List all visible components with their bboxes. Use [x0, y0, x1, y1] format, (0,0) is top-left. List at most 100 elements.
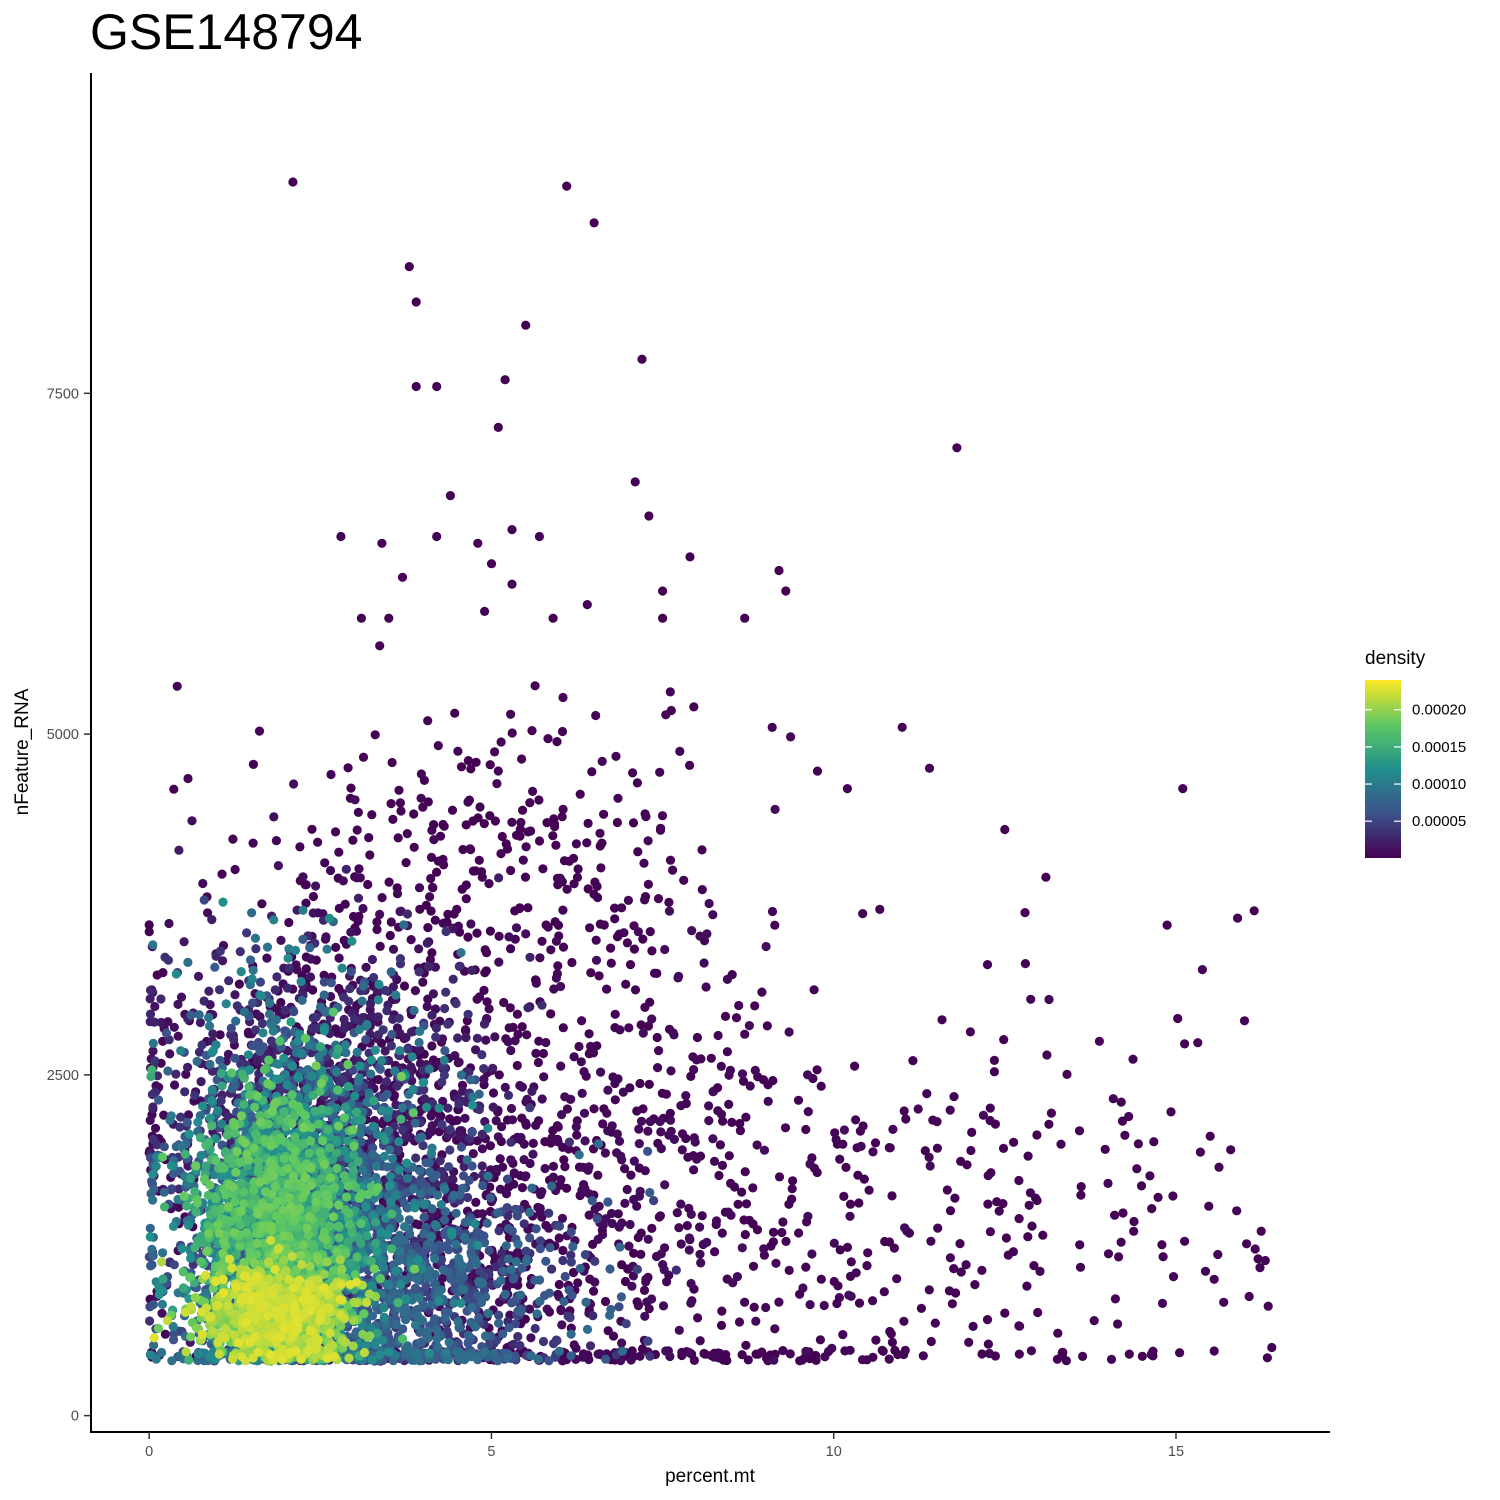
data-point: [494, 873, 504, 883]
data-point: [471, 757, 481, 767]
data-point: [381, 1077, 392, 1087]
data-point: [181, 1069, 191, 1079]
data-point: [749, 1302, 759, 1312]
data-point: [610, 1009, 620, 1019]
data-point: [280, 1005, 290, 1016]
data-point: [562, 884, 572, 894]
data-point: [472, 1033, 482, 1043]
data-point: [349, 1014, 360, 1024]
data-point: [147, 1176, 157, 1186]
data-point: [546, 945, 556, 955]
data-point: [167, 1184, 177, 1194]
data-point: [620, 1276, 631, 1287]
data-point: [645, 1116, 655, 1127]
data-point: [633, 927, 644, 937]
data-point: [145, 1009, 156, 1019]
data-point: [473, 1291, 483, 1301]
data-point: [160, 1329, 170, 1339]
data-point: [587, 767, 597, 777]
data-point: [575, 789, 585, 799]
data-point: [1100, 1144, 1110, 1154]
data-point: [414, 1037, 424, 1048]
data-point: [788, 1176, 798, 1186]
data-point: [377, 893, 387, 903]
data-point: [369, 972, 379, 983]
data-point: [547, 1264, 557, 1274]
data-point: [591, 710, 601, 721]
data-point: [341, 864, 351, 874]
data-point: [1078, 1351, 1088, 1361]
data-point: [441, 987, 451, 997]
data-point: [625, 1219, 635, 1230]
data-point: [470, 1322, 481, 1332]
data-point: [579, 1108, 590, 1118]
data-point: [916, 1303, 927, 1313]
data-point: [665, 855, 676, 865]
data-point: [255, 977, 265, 987]
data-point: [565, 1313, 575, 1323]
data-point: [558, 804, 568, 815]
data-point: [1205, 1131, 1215, 1141]
data-point: [556, 1175, 566, 1185]
data-point: [364, 833, 374, 843]
data-point: [356, 613, 366, 623]
data-point: [737, 1243, 747, 1253]
data-point: [640, 1002, 650, 1013]
data-point: [440, 1207, 451, 1217]
data-point: [197, 1040, 207, 1050]
data-point: [767, 722, 777, 733]
data-point: [460, 1113, 470, 1123]
data-point: [619, 928, 629, 938]
data-point: [548, 1172, 559, 1182]
data-point: [245, 955, 256, 965]
data-point: [1110, 1210, 1120, 1220]
data-point: [396, 806, 406, 816]
data-point: [251, 944, 261, 954]
data-point: [483, 1308, 494, 1318]
data-point: [510, 1205, 521, 1215]
data-point: [352, 873, 362, 883]
data-point: [572, 872, 583, 883]
data-point: [1214, 1162, 1224, 1172]
data-point: [658, 586, 668, 596]
data-point: [215, 1030, 225, 1040]
data-point: [424, 1273, 434, 1283]
data-point: [816, 1274, 826, 1284]
data-point: [348, 835, 358, 845]
data-point: [620, 1164, 630, 1174]
data-point: [731, 1013, 742, 1023]
data-point: [373, 1012, 383, 1022]
data-point: [982, 1315, 993, 1325]
data-point: [741, 1340, 751, 1350]
data-point: [636, 1116, 647, 1126]
data-point: [148, 1102, 158, 1112]
data-point: [657, 811, 668, 821]
data-point: [149, 1017, 159, 1027]
data-point: [655, 767, 665, 777]
data-point: [982, 960, 993, 970]
data-point: [1106, 1354, 1117, 1364]
data-point: [386, 1041, 396, 1051]
data-point: [900, 1345, 910, 1355]
data-point: [640, 1311, 650, 1321]
data-point: [801, 1346, 811, 1356]
data-point: [414, 883, 425, 893]
data-point: [567, 957, 577, 968]
data-point: [386, 1340, 396, 1350]
data-point: [176, 1112, 186, 1122]
data-point: [554, 1221, 565, 1231]
data-point: [377, 538, 387, 548]
data-point: [1147, 1204, 1157, 1214]
data-point: [387, 1029, 397, 1040]
data-point: [669, 1030, 679, 1040]
data-point: [425, 1167, 435, 1177]
data-point: [685, 1348, 695, 1358]
data-point: [564, 1285, 574, 1295]
data-point: [711, 1216, 722, 1226]
data-point: [521, 320, 531, 330]
data-point: [628, 818, 639, 828]
data-point: [551, 973, 562, 983]
data-point: [481, 966, 491, 976]
data-point: [692, 1055, 702, 1065]
data-point: [622, 1184, 632, 1195]
